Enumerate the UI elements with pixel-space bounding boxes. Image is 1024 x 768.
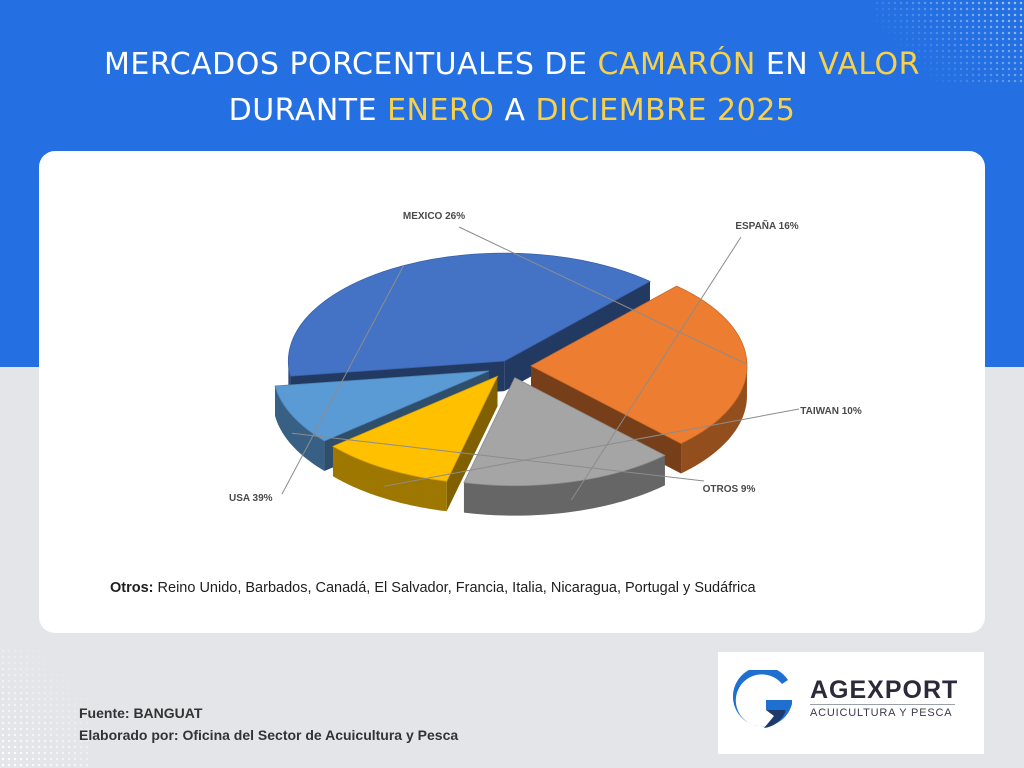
title-highlight: CAMARÓN bbox=[597, 47, 756, 82]
data-label-taiwan: TAIWAN 10% bbox=[800, 406, 862, 417]
dot-pattern-decoration bbox=[874, 0, 1024, 85]
otros-note-text: Reino Unido, Barbados, Canadá, El Salvad… bbox=[153, 580, 756, 596]
title-highlight: ENERO bbox=[387, 93, 495, 128]
pie-chart: USA 39% MEXICO 26% ESPAÑA 16% TAIWAN 10% OTR… bbox=[229, 211, 862, 516]
leader-line-españa bbox=[570, 236, 742, 501]
logo-name: AGEXPORT bbox=[810, 676, 959, 704]
footer-source: Fuente: BANGUAT bbox=[79, 705, 203, 721]
title-highlight: VALOR bbox=[818, 47, 920, 82]
pie-slice-taiwan bbox=[332, 375, 499, 512]
data-label-usa: USA 39% bbox=[229, 493, 273, 504]
otros-note-label: Otros: bbox=[110, 580, 154, 596]
title-text: DURANTE bbox=[228, 93, 388, 128]
title-highlight: DICIEMBRE 2025 bbox=[535, 93, 796, 128]
chart-title-line-2: DURANTE ENERO A DICIEMBRE 2025 bbox=[0, 88, 1024, 134]
footer-author: Elaborado por: Oficina del Sector de Acu… bbox=[79, 727, 459, 743]
data-label-otros: OTROS 9% bbox=[703, 484, 756, 495]
dot-pattern-decoration bbox=[0, 648, 90, 768]
leader-line-otros bbox=[291, 432, 705, 482]
agexport-logo-icon bbox=[732, 670, 792, 728]
logo-subtitle: ACUICULTURA Y PESCA bbox=[810, 707, 953, 719]
chart-card: USA 39% MEXICO 26% ESPAÑA 16% TAIWAN 10% OTR… bbox=[39, 151, 985, 633]
agexport-logo: AGEXPORT ACUICULTURA Y PESCA bbox=[718, 652, 984, 754]
otros-note: Otros: Reino Unido, Barbados, Canadá, El… bbox=[110, 580, 930, 596]
chart-title-line-1: MERCADOS PORCENTUALES DE CAMARÓN EN VALO… bbox=[0, 42, 1024, 88]
leader-line-usa bbox=[281, 265, 405, 495]
chart-title: MERCADOS PORCENTUALES DE CAMARÓN EN VALO… bbox=[0, 42, 1024, 134]
footer: Fuente: BANGUAT Elaborado por: Oficina d… bbox=[79, 702, 458, 746]
data-label-mexico: MEXICO 26% bbox=[403, 211, 465, 222]
title-text: EN bbox=[755, 47, 819, 82]
leader-line-mexico bbox=[458, 226, 748, 365]
title-text: MERCADOS PORCENTUALES DE bbox=[104, 47, 598, 82]
logo-divider bbox=[810, 704, 955, 705]
data-label-españa: ESPAÑA 16% bbox=[735, 219, 798, 232]
title-text: A bbox=[494, 93, 536, 128]
leader-line-taiwan bbox=[384, 408, 800, 487]
